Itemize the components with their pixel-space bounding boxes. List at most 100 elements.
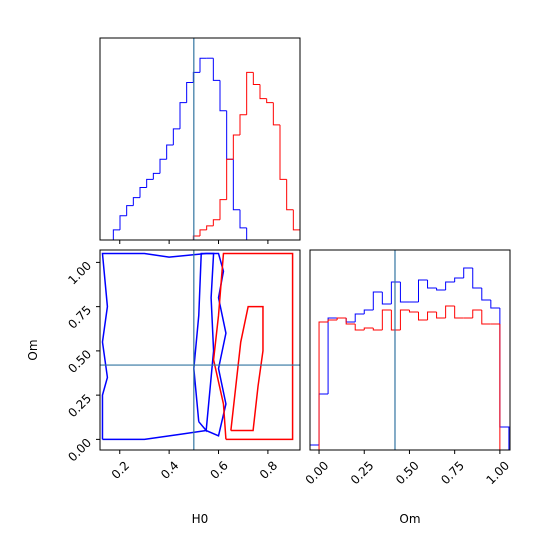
y-tick-label: 1.00	[65, 259, 94, 288]
histogram-step	[112, 229, 120, 240]
histogram-step	[172, 128, 180, 146]
histogram-step	[272, 102, 280, 126]
histogram-step	[199, 229, 207, 236]
x-tick-label: 0.2	[109, 458, 132, 481]
histogram-step	[354, 324, 365, 331]
histogram-step	[179, 102, 187, 129]
histogram-step	[226, 110, 234, 160]
histogram-step	[212, 58, 220, 81]
histogram-step	[318, 393, 329, 445]
histogram-step	[259, 84, 267, 100]
histogram-step	[417, 312, 428, 321]
histogram-step	[381, 309, 392, 330]
histogram-step	[286, 179, 294, 211]
histogram-step	[186, 81, 194, 103]
histogram-step	[119, 215, 127, 230]
x-tick-label: 0.8	[257, 458, 280, 481]
histogram-step	[354, 313, 365, 322]
histogram-step	[159, 158, 167, 174]
histogram-step	[463, 267, 473, 278]
y-tick-label: 0.00	[65, 436, 94, 465]
axes-frame	[309, 249, 511, 451]
axes-frame	[99, 37, 301, 241]
histogram-step	[372, 291, 383, 310]
histogram-step	[232, 159, 240, 211]
x-tick-label: 1.00	[483, 458, 512, 487]
histogram-step	[246, 227, 254, 240]
x-tick-label: 0.4	[158, 458, 181, 481]
y-axis-label: Om	[26, 339, 40, 360]
histogram-step	[132, 197, 140, 206]
histogram-step	[390, 310, 401, 331]
x-axis-label: H0	[192, 512, 209, 526]
histogram-step	[146, 178, 154, 188]
histogram-step	[199, 57, 207, 73]
histogram-step	[252, 72, 260, 85]
histogram-step	[445, 305, 455, 318]
histogram-step	[499, 308, 510, 450]
histogram-step	[166, 144, 174, 160]
x-tick-label: 0.25	[348, 458, 377, 487]
histogram-step	[445, 281, 455, 290]
histogram-step	[219, 80, 227, 112]
contour-line	[101, 252, 227, 441]
histogram-step	[399, 282, 410, 303]
contour-line	[193, 252, 215, 433]
histogram-step	[219, 199, 227, 220]
histogram-step	[327, 319, 338, 322]
y-tick-label: 0.50	[65, 347, 94, 376]
histogram-step	[246, 71, 254, 115]
histogram-step	[345, 318, 356, 323]
x-tick-label: 0.00	[303, 458, 332, 487]
histogram-step	[481, 310, 491, 325]
histogram-step	[363, 327, 374, 330]
histogram-step	[490, 300, 500, 309]
histogram-step	[126, 205, 134, 216]
axes-frame	[99, 249, 301, 451]
histogram-step	[318, 321, 329, 450]
x-axis-label: Om	[399, 512, 420, 526]
histogram-step	[472, 309, 482, 318]
histogram-step	[399, 309, 410, 330]
histogram-step	[226, 158, 234, 200]
histogram-step	[481, 288, 491, 301]
histogram-step	[408, 310, 419, 313]
histogram-step	[336, 317, 347, 320]
histogram-step	[345, 318, 356, 325]
histogram-step	[436, 288, 446, 291]
histogram-step	[427, 311, 437, 320]
histogram-step	[381, 292, 392, 305]
histogram-step	[499, 324, 509, 450]
contour-line	[230, 305, 264, 432]
histogram-step	[454, 306, 464, 319]
histogram-step	[292, 209, 300, 240]
histogram-step	[310, 444, 320, 450]
y-tick-label: 0.75	[65, 303, 94, 332]
histogram-step	[152, 172, 160, 180]
x-tick-label: 0.75	[438, 458, 467, 487]
x-tick-label: 0.6	[207, 458, 230, 481]
histogram-step	[454, 277, 464, 282]
histogram-step	[139, 186, 147, 198]
histogram-step	[427, 280, 437, 289]
histogram-step	[436, 312, 446, 319]
histogram-step	[232, 134, 240, 160]
plot-area	[100, 38, 300, 240]
histogram-step	[239, 209, 247, 229]
histogram-step	[279, 124, 287, 180]
histogram-step	[372, 328, 383, 331]
histogram-step	[212, 219, 220, 226]
histogram-step	[239, 114, 247, 135]
histogram-step	[206, 225, 214, 230]
histogram-step	[363, 309, 374, 314]
contour-line	[212, 252, 294, 441]
histogram-step	[417, 279, 428, 302]
x-tick-label: 0.50	[393, 458, 422, 487]
histogram-step	[472, 268, 482, 289]
plot-area	[310, 250, 510, 450]
histogram-step	[390, 281, 401, 304]
y-tick-label: 0.25	[65, 391, 94, 420]
histogram-step	[266, 98, 274, 104]
plot-area	[100, 250, 300, 450]
